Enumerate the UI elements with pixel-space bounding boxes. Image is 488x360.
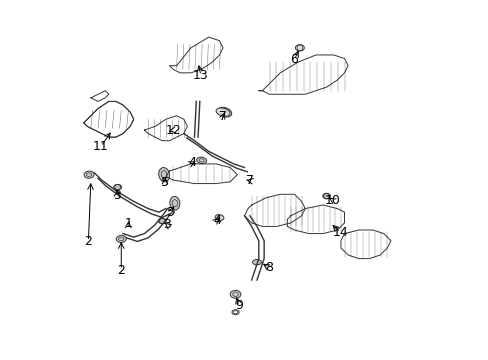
Ellipse shape (252, 260, 261, 265)
Ellipse shape (158, 219, 166, 224)
Ellipse shape (215, 215, 224, 220)
Polygon shape (144, 116, 187, 141)
Text: 4: 4 (213, 213, 221, 226)
Text: 6: 6 (290, 53, 298, 66)
Polygon shape (287, 205, 344, 234)
Ellipse shape (159, 167, 169, 182)
Ellipse shape (114, 184, 122, 190)
Text: 7: 7 (245, 174, 253, 187)
Polygon shape (244, 194, 305, 226)
Text: 14: 14 (332, 226, 347, 239)
Text: 4: 4 (188, 156, 196, 169)
Polygon shape (258, 55, 347, 94)
Ellipse shape (216, 108, 229, 116)
Text: 12: 12 (165, 124, 181, 137)
Ellipse shape (295, 45, 304, 51)
Text: 1: 1 (124, 217, 132, 230)
Text: 2: 2 (117, 264, 125, 276)
Text: 13: 13 (193, 69, 208, 82)
Text: 10: 10 (325, 194, 340, 207)
Text: 3: 3 (163, 218, 171, 231)
Text: 2: 2 (84, 235, 92, 248)
Polygon shape (165, 164, 237, 184)
Ellipse shape (322, 193, 330, 199)
Text: 5: 5 (167, 206, 175, 219)
Polygon shape (340, 230, 390, 258)
Ellipse shape (116, 235, 126, 243)
Text: 7: 7 (219, 110, 226, 123)
Text: 5: 5 (161, 176, 169, 189)
Polygon shape (169, 37, 223, 73)
Text: 11: 11 (93, 140, 108, 153)
Ellipse shape (230, 291, 241, 298)
Ellipse shape (218, 107, 231, 117)
Text: 3: 3 (113, 189, 121, 202)
Ellipse shape (169, 197, 180, 210)
Ellipse shape (84, 171, 94, 178)
Text: 9: 9 (235, 299, 243, 312)
Ellipse shape (196, 157, 206, 164)
Polygon shape (83, 102, 134, 137)
Text: 8: 8 (264, 261, 272, 274)
